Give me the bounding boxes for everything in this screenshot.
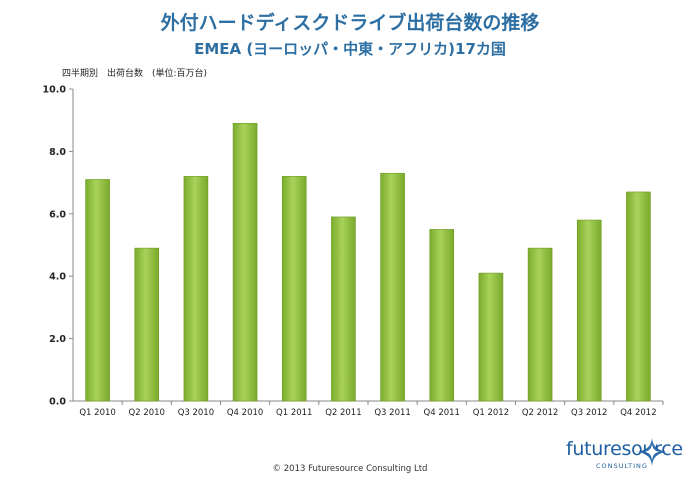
x-tick-label: Q1 2010	[79, 408, 115, 418]
x-tick-label: Q3 2011	[374, 408, 410, 418]
y-axis-unit-label: 四半期別 出荷台数 (単位:百万台)	[62, 69, 208, 79]
y-tick-label: 0.0	[49, 397, 66, 408]
x-tick-label: Q4 2011	[424, 408, 460, 418]
x-tick-label: Q3 2010	[178, 408, 214, 418]
chart-subtitle: EMEA (ヨーロッパ・中東・アフリカ)17カ国	[194, 40, 506, 58]
bar	[626, 191, 651, 402]
y-tick-label: 4.0	[49, 272, 66, 283]
bar	[85, 179, 110, 402]
bar	[576, 219, 602, 402]
x-tick-label: Q1 2012	[473, 408, 509, 418]
plot-area: 0.0 2.0 4.0 6.0 8.0 10.0 Q1 2010 Q2 2010 Q3 2010…	[43, 85, 664, 418]
bar	[429, 229, 455, 402]
futuresource-logo: futuresource CONSULTING	[566, 436, 691, 480]
bar	[478, 272, 504, 402]
bar	[281, 176, 307, 402]
bar	[331, 216, 356, 402]
bar	[232, 123, 258, 402]
x-tick-label: Q4 2010	[227, 408, 263, 418]
logo-star-icon	[638, 438, 666, 466]
bar	[183, 176, 209, 402]
x-tick-label: Q1 2011	[276, 408, 312, 418]
y-tick-label: 6.0	[49, 209, 66, 220]
bar	[380, 172, 405, 402]
x-tick-label: Q2 2010	[129, 408, 165, 418]
x-tick-label: Q3 2012	[571, 408, 607, 418]
y-tick-label: 10.0	[43, 85, 67, 96]
x-tick-label: Q2 2011	[325, 408, 361, 418]
y-tick-label: 8.0	[49, 147, 66, 158]
copyright-text: © 2013 Futuresource Consulting Ltd	[272, 464, 428, 474]
x-tick-label: Q2 2012	[522, 408, 558, 418]
bar	[527, 247, 553, 402]
chart-title: 外付ハードディスクドライブ出荷台数の推移	[160, 12, 540, 34]
x-tick-label: Q4 2012	[620, 408, 656, 418]
y-tick-label: 2.0	[49, 334, 66, 345]
bar	[134, 247, 160, 402]
logo-subtitle: CONSULTING	[596, 462, 648, 470]
